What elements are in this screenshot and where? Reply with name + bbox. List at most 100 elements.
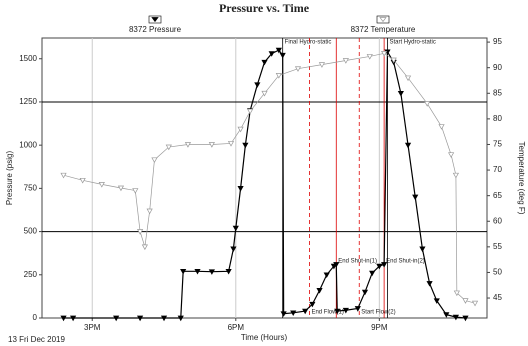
data-point [412,194,419,201]
data-point [424,101,431,107]
y2-tick-label: 85 [493,88,502,97]
data-point [426,281,433,287]
x-tick-label: 9PM [371,323,388,332]
data-point [290,310,297,317]
data-point [361,289,369,296]
y2-tick-label: 45 [493,293,502,302]
y2-tick-label: 65 [493,191,502,200]
series-line [63,52,476,304]
data-point [376,263,383,270]
data-point [208,269,215,275]
y2-tick-label: 80 [493,114,502,123]
data-point [438,124,445,130]
data-point [160,315,168,322]
data-point [448,152,455,158]
series-line [63,49,466,319]
y2-tick-label: 70 [493,165,502,174]
data-point [254,82,261,88]
date-label: 13 Fri Dec 2019 [8,335,65,344]
data-point [261,59,268,66]
y-tick-label: 1250 [19,97,37,106]
data-point [275,47,282,54]
event-label: End Shut-in(1) [338,259,377,265]
plot-frame [41,37,488,319]
y2-tick-label: 95 [493,37,502,46]
data-point [275,73,282,79]
chart-title: Pressure vs. Time [219,1,310,15]
data-point [268,51,275,57]
data-point [354,306,361,312]
data-point [141,244,148,251]
data-point [98,182,105,188]
data-point [279,52,286,59]
legend-marker [151,17,159,23]
y-tick-label: 500 [24,227,38,236]
data-point [177,315,184,322]
data-point [462,315,469,322]
data-point [247,108,254,115]
data-point [302,308,309,315]
data-point [404,75,412,82]
data-point [146,208,153,215]
y2-axis-label: Temperature (deg F) [517,142,526,215]
y2-tick-label: 90 [493,63,502,72]
event-label: End Flow(1) [311,310,343,316]
data-point [280,311,287,317]
x-axis-label: Time (Hours) [241,333,288,342]
legend-marker [379,17,387,23]
data-point [184,142,192,148]
data-point [453,290,460,297]
data-point [334,308,341,315]
y-tick-label: 0 [33,313,38,322]
data-point [60,172,67,179]
data-point [381,262,388,268]
data-point [208,142,215,148]
data-point [194,268,201,275]
data-point [369,270,376,277]
y2-tick-label: 60 [493,216,502,225]
data-point [113,315,120,322]
data-point [381,51,388,57]
y2-tick-label: 50 [493,268,502,277]
y-axis-label: Pressure (psig) [5,151,14,206]
y2-tick-label: 55 [493,242,502,251]
data-point [419,246,426,253]
data-point [342,58,349,64]
data-point [471,300,479,307]
y-tick-label: 750 [24,183,38,192]
data-point [294,66,302,72]
data-point [227,141,235,147]
data-point [136,229,144,235]
data-point [342,307,349,314]
data-point [309,301,316,308]
y-tick-label: 1500 [19,54,37,63]
data-point [390,57,397,64]
data-point [261,90,268,97]
data-point [452,172,459,179]
y-tick-label: 1000 [19,140,37,149]
data-point [70,315,77,322]
x-tick-label: 3PM [84,323,101,332]
data-point [136,315,144,322]
data-point [452,314,459,321]
y-tick-label: 250 [24,270,38,279]
x-tick-label: 6PM [228,323,245,332]
legend-label: 8372 Temperature [351,25,416,34]
data-point [225,268,232,275]
data-point [79,177,86,184]
data-point [462,298,469,304]
y2-tick-label: 75 [493,140,502,149]
data-point [242,142,249,149]
data-point [237,186,244,192]
event-label: Start Hydro-static [389,40,435,46]
data-point [180,268,187,275]
data-point [117,185,125,192]
data-point [230,246,237,253]
data-point [397,90,404,97]
data-point [333,262,340,268]
data-point [232,225,239,232]
data-point [316,287,323,294]
data-point [404,142,412,149]
data-point [323,272,330,279]
